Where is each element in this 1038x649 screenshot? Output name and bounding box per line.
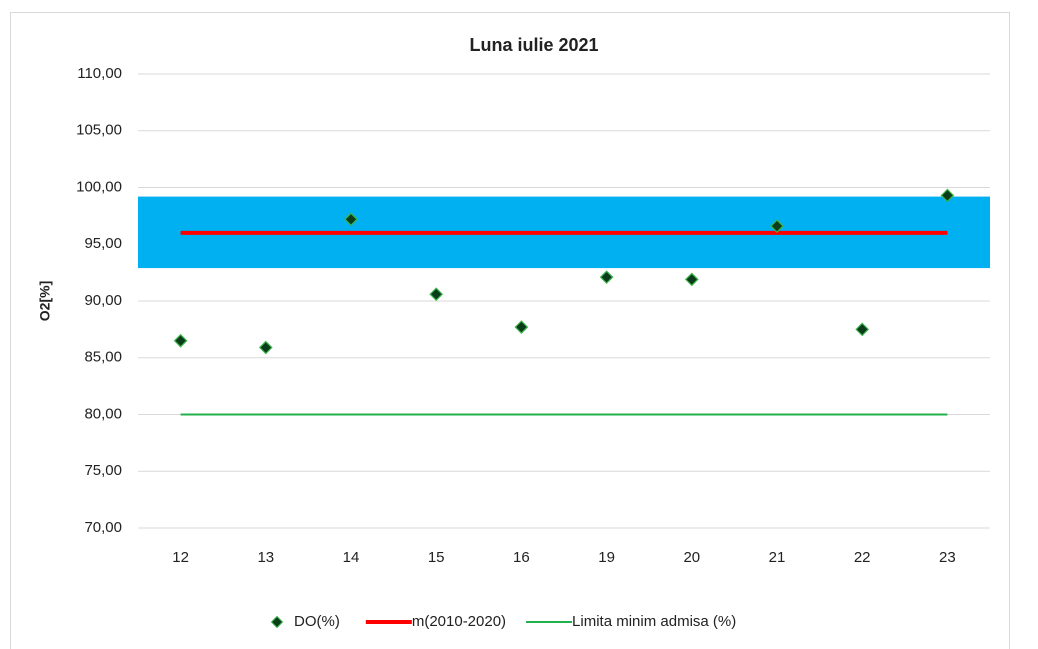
data-point bbox=[429, 287, 444, 302]
x-tick-label: 16 bbox=[513, 549, 530, 566]
y-tick-label: 95,00 bbox=[84, 235, 122, 252]
legend-label: m(2010-2020) bbox=[412, 613, 506, 630]
x-tick-label: 15 bbox=[428, 549, 445, 566]
x-tick-label: 12 bbox=[172, 549, 189, 566]
x-tick-label: 21 bbox=[769, 549, 786, 566]
legend-label: Limita minim admisa (%) bbox=[572, 613, 736, 630]
data-point bbox=[599, 270, 614, 285]
x-tick-label: 22 bbox=[854, 549, 871, 566]
y-tick-label: 85,00 bbox=[84, 349, 122, 366]
y-tick-label: 90,00 bbox=[84, 292, 122, 309]
x-tick-label: 23 bbox=[939, 549, 956, 566]
y-tick-label: 80,00 bbox=[84, 405, 122, 422]
y-tick-label: 70,00 bbox=[84, 519, 122, 536]
y-tick-label: 110,00 bbox=[77, 65, 122, 82]
legend-label: DO(%) bbox=[294, 613, 340, 630]
x-tick-label: 20 bbox=[683, 549, 700, 566]
y-tick-label: 105,00 bbox=[76, 122, 122, 139]
chart-border bbox=[10, 12, 1010, 649]
data-point bbox=[770, 219, 784, 233]
data-point bbox=[173, 333, 188, 348]
chart-title: Luna iulie 2021 bbox=[469, 35, 598, 55]
data-point bbox=[344, 212, 358, 227]
y-axis-label: O2[%] bbox=[37, 281, 53, 321]
x-tick-label: 13 bbox=[257, 549, 274, 566]
y-tick-label: 75,00 bbox=[84, 462, 122, 479]
data-point bbox=[684, 272, 699, 287]
data-point bbox=[855, 322, 870, 337]
legend-swatch bbox=[270, 615, 284, 629]
data-point bbox=[514, 320, 529, 334]
data-point bbox=[940, 188, 955, 203]
x-tick-label: 19 bbox=[598, 549, 615, 566]
y-tick-label: 100,00 bbox=[76, 178, 122, 195]
data-point bbox=[258, 340, 273, 355]
x-tick-label: 14 bbox=[343, 549, 360, 566]
